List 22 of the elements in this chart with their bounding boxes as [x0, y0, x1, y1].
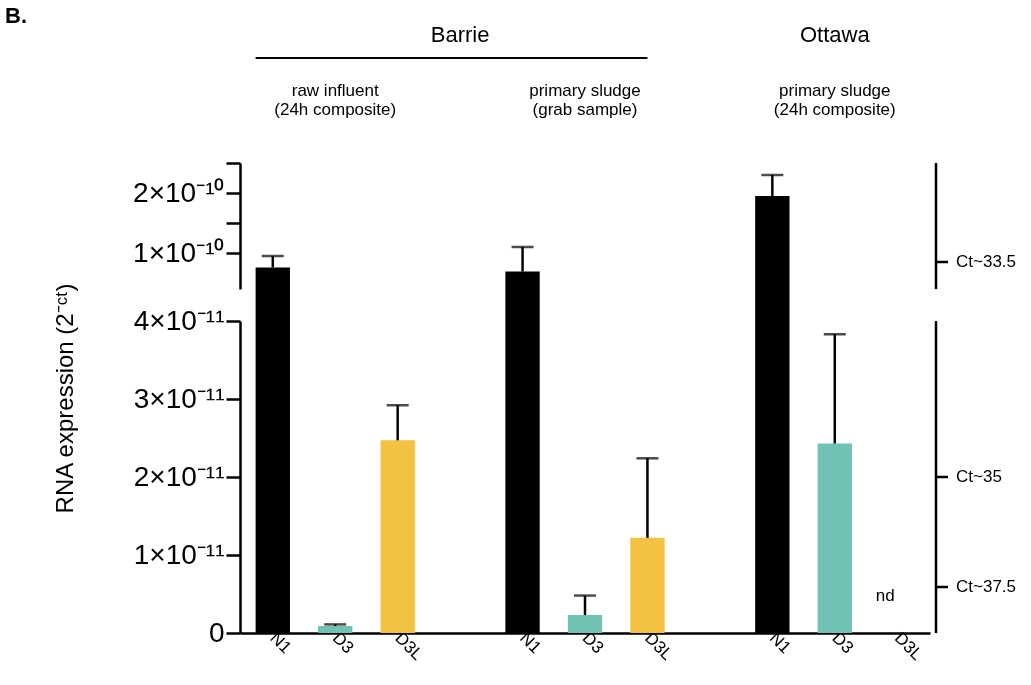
text: Ct~35 [956, 467, 1002, 486]
annotation: nd [875, 586, 895, 605]
text: primary sludge (grab sample) [529, 81, 641, 119]
text: B. [5, 3, 27, 28]
x-tick-label: D3L [641, 628, 677, 664]
y-tick-label: 3×10⁻¹¹ [133, 382, 225, 414]
y-tick-label: 2×10⁻¹¹ [133, 460, 225, 492]
x-tick-label: D3L [391, 628, 427, 664]
text: raw influent (24h composite) [274, 81, 397, 119]
y-tick-label: 0 [208, 616, 225, 648]
x-tick-label: D3 [578, 628, 608, 658]
x-tick-label: D3 [828, 628, 858, 658]
y-tick-label: 2×10⁻¹⁰ [133, 176, 225, 208]
y-tick-label: 1×10⁻¹¹ [133, 538, 225, 570]
text: primary sludge (24h composite) [773, 81, 896, 119]
y-tick-label: 4×10⁻¹¹ [133, 304, 225, 336]
text: Barrie [430, 22, 490, 47]
text: Ottawa [799, 22, 871, 47]
text: Ct~37.5 [956, 577, 1017, 596]
y-tick-label: 1×10⁻¹⁰ [133, 236, 225, 268]
y-axis-title: RNA expression (2⁻ᶜᵗ) [50, 283, 78, 514]
text: Ct~33.5 [956, 252, 1017, 271]
